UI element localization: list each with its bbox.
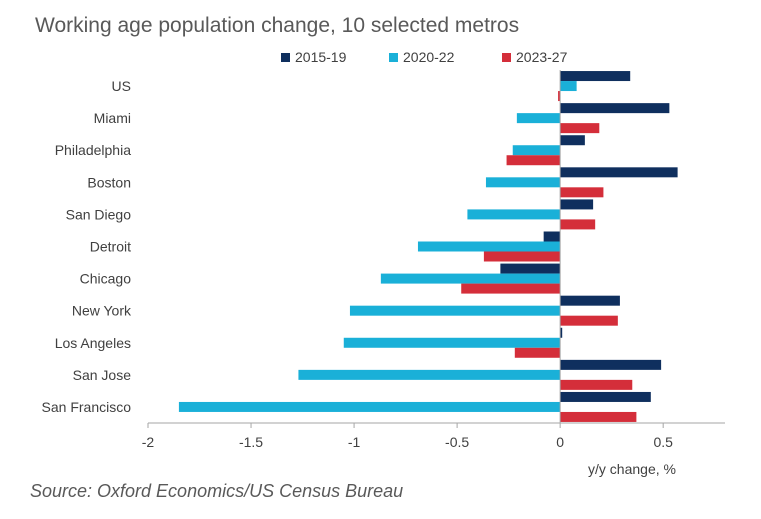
bar	[380, 273, 561, 284]
category-label: Philadelphia	[55, 142, 131, 158]
bar	[506, 155, 561, 166]
bar	[178, 401, 561, 412]
bar	[349, 305, 561, 316]
legend-swatch	[281, 53, 290, 62]
legend-swatch	[502, 53, 511, 62]
bar	[560, 295, 620, 306]
category-label: US	[112, 78, 131, 94]
category-label: Miami	[94, 110, 131, 126]
bar	[560, 135, 585, 146]
bar	[343, 337, 561, 348]
bar	[560, 81, 577, 92]
bar	[467, 209, 561, 220]
bar	[560, 103, 670, 114]
x-axis-label: y/y change, %	[588, 461, 676, 477]
bar	[500, 263, 561, 274]
bar	[560, 219, 596, 230]
bar	[514, 347, 561, 358]
category-label: San Diego	[66, 206, 132, 222]
legend-swatch	[389, 53, 398, 62]
category-label: Boston	[87, 174, 131, 190]
bar	[560, 391, 651, 402]
category-label: San Jose	[73, 367, 132, 383]
bar	[560, 187, 604, 198]
bar	[560, 411, 637, 422]
bar	[560, 379, 633, 390]
bar	[560, 199, 594, 210]
chart-title: Working age population change, 10 select…	[35, 14, 520, 37]
bar	[483, 251, 561, 262]
bar	[461, 283, 561, 294]
bars-layer	[178, 71, 678, 422]
bar	[560, 167, 678, 178]
bar	[560, 359, 662, 370]
bar	[485, 177, 561, 188]
category-label: New York	[72, 303, 132, 319]
bar	[560, 71, 631, 82]
legend-label: 2020-22	[403, 49, 455, 65]
x-tick-label: -1	[348, 434, 361, 450]
x-tick-label: 0.5	[653, 434, 673, 450]
x-tick-label: -1.5	[239, 434, 263, 450]
source-note: Source: Oxford Economics/US Census Burea…	[30, 481, 404, 501]
bar	[560, 315, 618, 326]
category-labels: US Miami Philadelphia Boston San Diego Detroi…	[42, 78, 132, 415]
category-label: Chicago	[80, 271, 132, 287]
legend-label: 2015-19	[295, 49, 347, 65]
bar	[298, 369, 561, 380]
bar	[516, 113, 561, 124]
bar	[560, 123, 600, 134]
bar	[512, 145, 561, 156]
x-tick-label: -0.5	[445, 434, 469, 450]
bar	[560, 327, 563, 338]
legend-label: 2023-27	[516, 49, 568, 65]
legend: 2015-19 2020-22 2023-27	[281, 49, 568, 65]
x-tick-label: -2	[142, 434, 155, 450]
category-label: Detroit	[90, 239, 131, 255]
category-label: Los Angeles	[55, 335, 131, 351]
x-axis-ticks: -2 -1.5 -1 -0.5 0 0.5	[142, 423, 673, 450]
bar	[543, 231, 561, 242]
x-tick-label: 0	[556, 434, 564, 450]
bar	[417, 241, 561, 252]
category-label: San Francisco	[42, 399, 132, 415]
bar	[558, 91, 561, 102]
